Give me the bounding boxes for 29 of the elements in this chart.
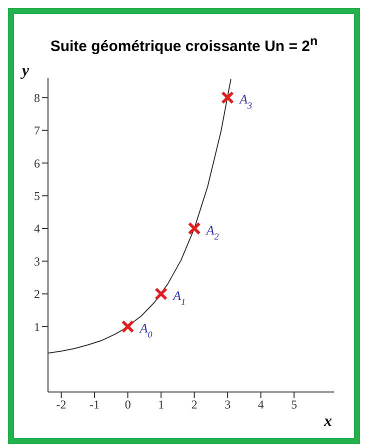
annotation: A$_{0}$	[138, 320, 153, 340]
y-tick-label: 1	[34, 320, 40, 334]
x-tick-label: 0	[124, 398, 131, 412]
point	[154, 287, 168, 300]
point	[221, 91, 234, 104]
x-tick-label: 4	[258, 398, 264, 412]
line-series	[48, 78, 232, 354]
x-tick-label: 5	[291, 398, 298, 412]
y-tick-label: 5	[34, 189, 40, 204]
y-tick-label: 4	[34, 222, 40, 236]
point	[188, 222, 201, 235]
y-tick-label: 8	[34, 90, 40, 105]
frame: Suite géométrique croissante Un = 2$^{n}$ A$_{0}$ A$_{1}$ A$_{2}$ A$_{3}$ -2 -1 0 1 2 3 4 5 x 1 2 3 4 5 6 7 8 y	[8, 8, 360, 444]
x-axis-title: x	[323, 413, 332, 430]
point	[121, 320, 134, 334]
chart-title: Suite géométrique croissante Un = 2$^{n}$	[49, 34, 319, 57]
x-tick-label: 1	[158, 398, 164, 412]
x-tick-label: 3	[224, 398, 231, 412]
annotation: A$_{1}$	[172, 288, 186, 307]
x-tick-label: -1	[90, 398, 100, 412]
y-tick-label: 3	[34, 254, 40, 268]
annotation: A$_{3}$	[238, 92, 253, 111]
y-tick-label: 7	[34, 124, 40, 138]
y-tick-label: 6	[34, 156, 40, 170]
y-axis-title: y	[20, 62, 30, 80]
x-tick-label: -2	[56, 398, 66, 412]
annotation: A$_{2}$	[205, 222, 220, 242]
x-tick-label: 2	[191, 398, 198, 412]
y-tick-label: 2	[34, 287, 40, 302]
